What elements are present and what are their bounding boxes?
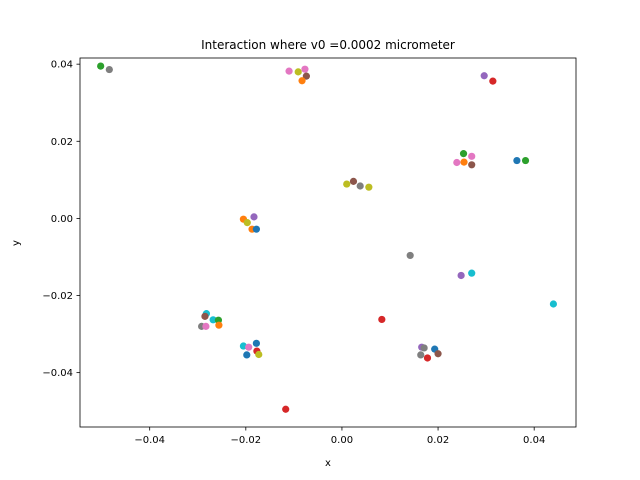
data-point <box>549 300 558 308</box>
data-point <box>468 269 476 277</box>
data-point <box>252 225 260 233</box>
data-point <box>365 183 373 191</box>
data-point <box>420 344 428 352</box>
data-point <box>250 213 258 221</box>
data-point <box>460 158 468 166</box>
data-point <box>349 177 358 185</box>
data-point <box>285 67 293 75</box>
data-point <box>215 321 223 329</box>
x-tick-label: −0.02 <box>230 435 261 446</box>
points-layer <box>97 62 558 413</box>
data-point <box>343 180 351 188</box>
axes-layer: −0.04 −0.02 0.00 0.02 0.04 −0.04 −0.02 0.00 0.02… <box>42 57 577 446</box>
data-point <box>521 156 530 165</box>
x-tick-label: 0.04 <box>523 435 545 446</box>
data-point <box>423 354 432 362</box>
data-point <box>417 351 425 359</box>
data-point <box>252 339 260 347</box>
y-tick-label: 0.02 <box>51 137 73 148</box>
data-point <box>302 72 310 80</box>
data-point <box>243 351 251 359</box>
data-point <box>298 77 306 85</box>
y-axis-label: y <box>11 240 22 246</box>
chart-title: Interaction where v0 =0.0002 micrometer <box>201 38 455 52</box>
x-tick-label: 0.02 <box>427 435 449 446</box>
plot-frame <box>79 57 577 428</box>
data-point <box>356 182 364 190</box>
data-point <box>459 150 468 158</box>
data-point <box>434 350 442 358</box>
data-point <box>105 65 113 74</box>
data-point <box>468 152 476 160</box>
y-tick-label: 0.00 <box>51 214 73 225</box>
data-point <box>255 350 263 359</box>
data-point <box>406 251 414 260</box>
data-point <box>513 156 521 165</box>
data-point <box>453 158 461 167</box>
data-point <box>468 161 476 169</box>
data-point <box>202 322 210 330</box>
data-point <box>457 271 465 280</box>
data-point <box>97 62 105 70</box>
data-point <box>201 312 209 320</box>
x-axis-label: x <box>325 458 331 469</box>
y-tick-label: −0.04 <box>42 368 73 379</box>
data-point <box>301 65 309 73</box>
y-tick-label: −0.02 <box>42 291 73 302</box>
data-point <box>294 68 302 76</box>
data-point <box>378 315 386 324</box>
y-tick-label: 0.04 <box>51 60 73 71</box>
data-point <box>209 316 217 324</box>
data-point <box>243 219 251 227</box>
data-point <box>489 77 497 85</box>
x-tick-label: −0.04 <box>134 435 165 446</box>
data-point <box>480 72 488 80</box>
x-tick-label: 0.00 <box>331 435 353 446</box>
data-point <box>245 343 253 351</box>
data-point <box>282 405 290 413</box>
